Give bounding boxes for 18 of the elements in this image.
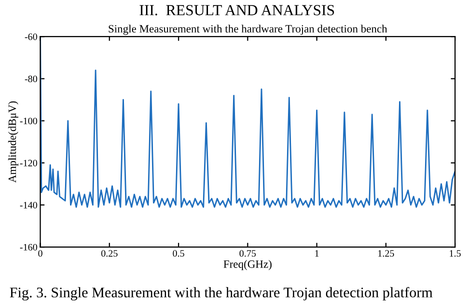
x-tick-label: 1 [315,250,319,257]
x-tick-label: 0.25 [101,250,118,257]
y-tick-label: -100 [20,118,38,124]
y-tick-label: -80 [24,76,38,82]
x-tick-label: 0.5 [172,250,184,257]
y-axis-title: Amplitude(dBμV) [8,101,18,183]
x-tick-label: 0 [38,250,42,257]
chart-title: Single Measurement with the hardware Trojan detection bench [108,24,388,35]
text: III. RESULT AND ANALYSIS [140,5,334,16]
x-tick-label: 0.75 [240,250,256,257]
y-tick-label: -160 [20,244,38,251]
y-tick-label: -60 [24,34,38,40]
x-tick-label: 1.5 [450,250,461,257]
caption: Fig. 3. Single Measurement with the hardware Trojan detection platform [10,287,432,300]
x-axis-title: Freq(GHz) [224,260,272,270]
y-tick-label: -120 [20,160,38,166]
x-tick-label: 1.25 [378,250,394,257]
y-tick-label: -140 [20,202,38,208]
